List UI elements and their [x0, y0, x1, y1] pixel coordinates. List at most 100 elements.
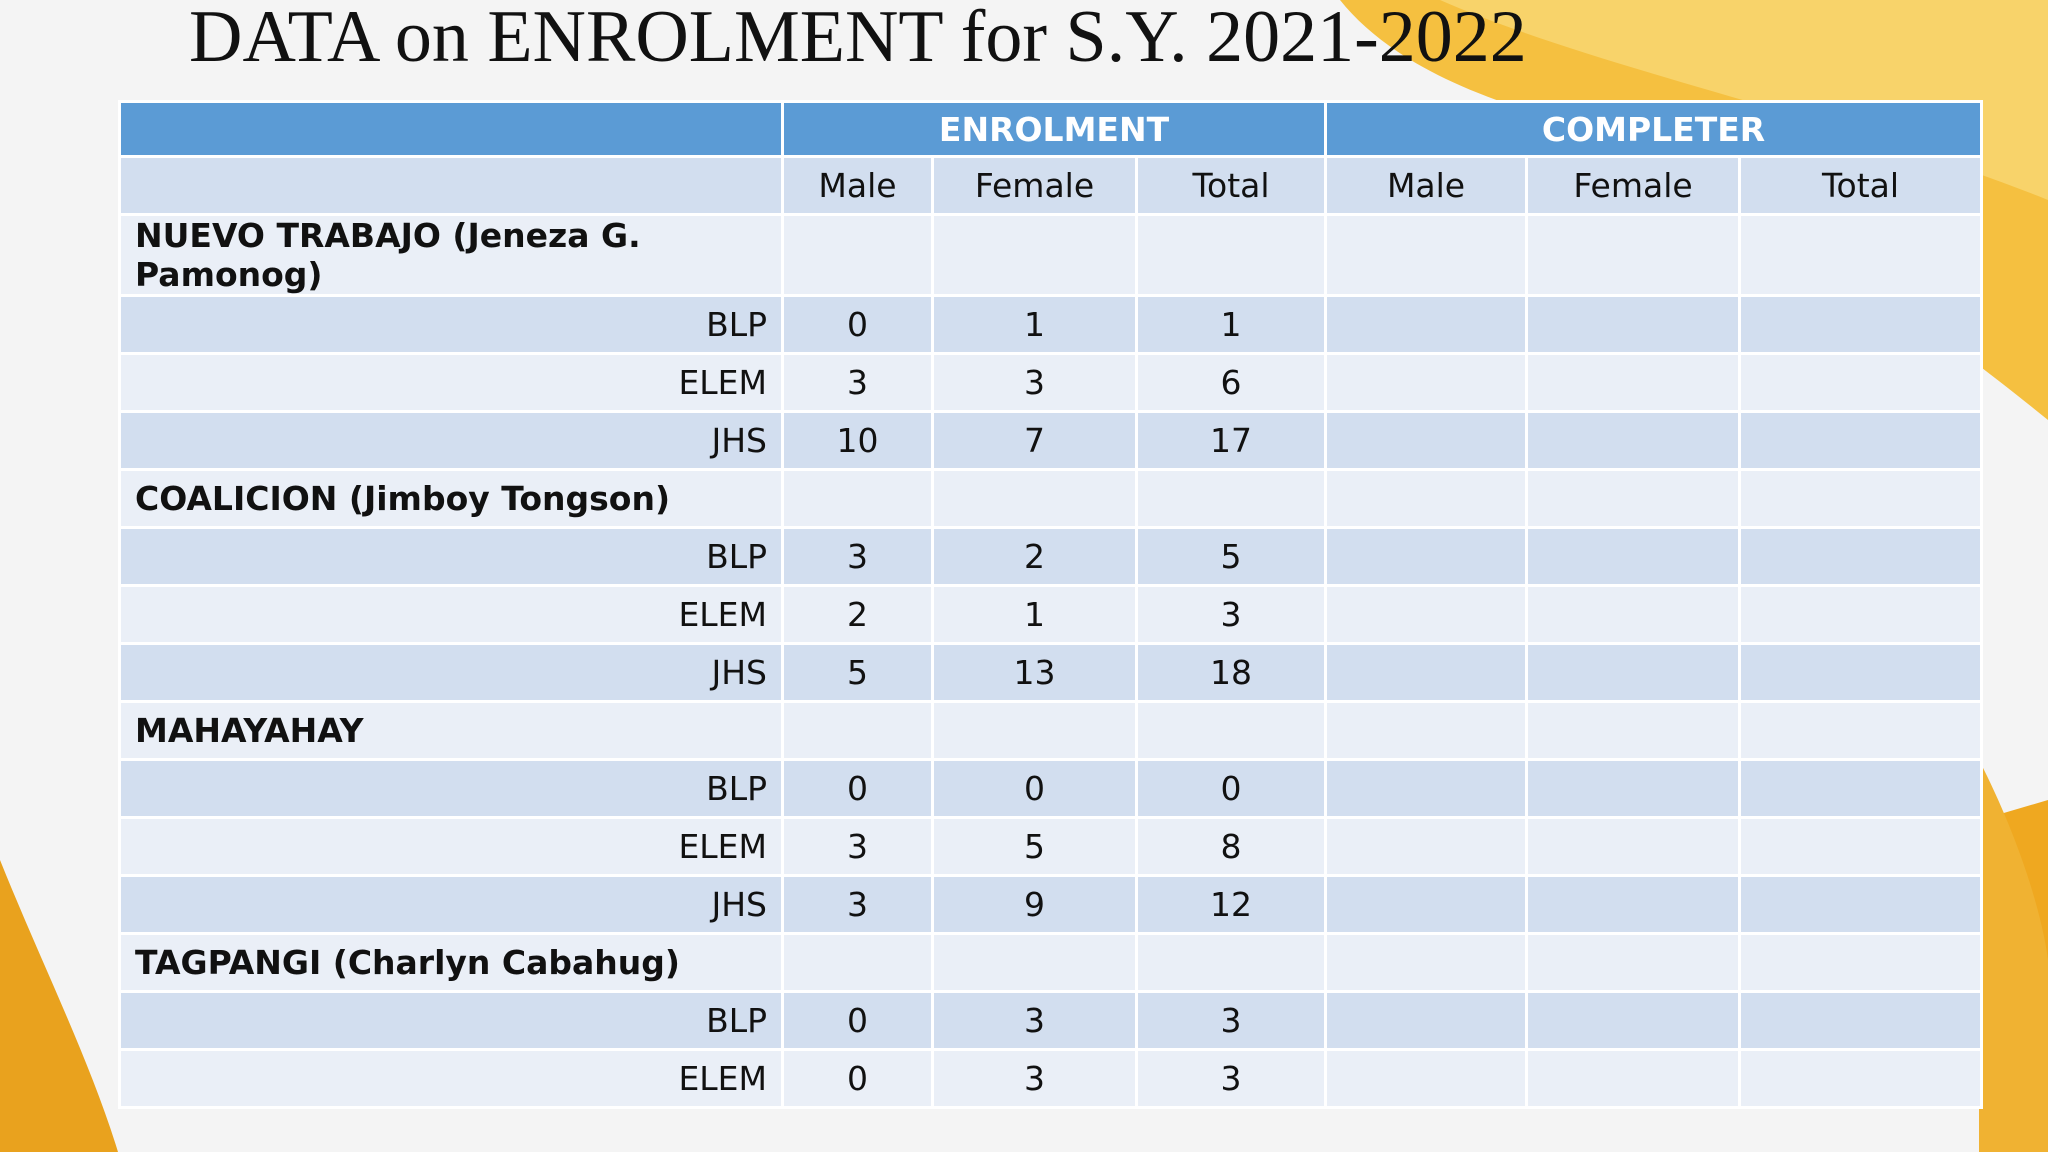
data-row: BLP 0 3 3 — [118, 990, 1984, 1051]
data-row: ELEM 2 1 3 — [118, 584, 1984, 645]
empty-cell — [1324, 990, 1529, 1051]
level-label: ELEM — [118, 1048, 784, 1109]
empty-cell — [1525, 294, 1742, 355]
empty-cell — [1134, 468, 1328, 529]
empty-cell — [931, 932, 1138, 993]
data-row: BLP 0 1 1 — [118, 294, 1984, 355]
level-label: JHS — [118, 874, 784, 935]
empty-cell — [1324, 294, 1529, 355]
table-body: ENROLMENT COMPLETER Male Female Total Male Fem… — [118, 100, 1984, 1109]
value-cell: 1 — [931, 584, 1138, 645]
value-cell: 3 — [781, 352, 934, 413]
section-row: COALICION (Jimboy Tongson) — [118, 468, 1984, 529]
empty-cell — [1134, 700, 1328, 761]
empty-cell — [1525, 526, 1742, 587]
value-cell: 0 — [781, 758, 934, 819]
empty-cell — [931, 700, 1138, 761]
value-cell: 18 — [1134, 642, 1328, 703]
section-row: NUEVO TRABAJO (Jeneza G. Pamonog) — [118, 213, 1984, 297]
value-cell: 3 — [931, 990, 1138, 1051]
empty-cell — [1738, 758, 1984, 819]
group-header: COMPLETER — [1324, 100, 1984, 158]
level-label: BLP — [118, 990, 784, 1051]
slide-title: DATA on ENROLMENT for S.Y. 2021-2022 — [189, 0, 1527, 78]
empty-cell — [781, 468, 934, 529]
section-row: TAGPANGI (Charlyn Cabahug) — [118, 932, 1984, 993]
empty-cell — [781, 213, 934, 297]
value-cell: 13 — [931, 642, 1138, 703]
empty-cell — [1134, 213, 1328, 297]
empty-cell — [1324, 584, 1529, 645]
level-label: BLP — [118, 758, 784, 819]
sub-header: Male — [1324, 155, 1529, 216]
value-cell: 3 — [1134, 584, 1328, 645]
empty-cell — [1738, 352, 1984, 413]
empty-cell — [1525, 584, 1742, 645]
empty-cell — [1738, 932, 1984, 993]
section-name: COALICION (Jimboy Tongson) — [118, 468, 784, 529]
level-label: BLP — [118, 526, 784, 587]
sub-header: Total — [1134, 155, 1328, 216]
group-header-row: ENROLMENT COMPLETER — [118, 100, 1984, 158]
empty-cell — [1324, 758, 1529, 819]
empty-cell — [1324, 932, 1529, 993]
sub-header: Male — [781, 155, 934, 216]
swirl — [1440, 0, 2048, 200]
data-row: ELEM 3 5 8 — [118, 816, 1984, 877]
empty-cell — [1324, 816, 1529, 877]
empty-cell — [1324, 213, 1529, 297]
data-row: BLP 0 0 0 — [118, 758, 1984, 819]
value-cell: 9 — [931, 874, 1138, 935]
value-cell: 1 — [1134, 294, 1328, 355]
empty-cell — [1525, 352, 1742, 413]
section-name: MAHAYAHAY — [118, 700, 784, 761]
value-cell: 0 — [781, 294, 934, 355]
data-row: JHS 10 7 17 — [118, 410, 1984, 471]
section-name: NUEVO TRABAJO (Jeneza G. Pamonog) — [118, 213, 784, 297]
value-cell: 6 — [1134, 352, 1328, 413]
value-cell: 3 — [781, 874, 934, 935]
value-cell: 2 — [781, 584, 934, 645]
empty-cell — [1525, 213, 1742, 297]
empty-cell — [931, 468, 1138, 529]
empty-cell — [1738, 990, 1984, 1051]
empty-cell — [1525, 642, 1742, 703]
empty-cell — [1738, 700, 1984, 761]
sub-header-row: Male Female Total Male Female Total — [118, 155, 1984, 216]
value-cell: 0 — [781, 990, 934, 1051]
value-cell: 3 — [1134, 990, 1328, 1051]
data-row: ELEM 3 3 6 — [118, 352, 1984, 413]
empty-cell — [1525, 990, 1742, 1051]
empty-cell — [1134, 932, 1328, 993]
empty-cell — [1324, 468, 1529, 529]
empty-cell — [1738, 642, 1984, 703]
value-cell: 10 — [781, 410, 934, 471]
empty-cell — [1525, 932, 1742, 993]
header-cell — [118, 155, 784, 216]
value-cell: 12 — [1134, 874, 1328, 935]
empty-cell — [1738, 1048, 1984, 1109]
empty-cell — [1525, 758, 1742, 819]
value-cell: 0 — [1134, 758, 1328, 819]
empty-cell — [1738, 468, 1984, 529]
value-cell: 7 — [931, 410, 1138, 471]
empty-cell — [1738, 213, 1984, 297]
value-cell: 3 — [781, 816, 934, 877]
level-label: ELEM — [118, 816, 784, 877]
empty-cell — [1525, 874, 1742, 935]
value-cell: 8 — [1134, 816, 1328, 877]
empty-cell — [1324, 874, 1529, 935]
value-cell: 0 — [931, 758, 1138, 819]
value-cell: 3 — [1134, 1048, 1328, 1109]
empty-cell — [1525, 700, 1742, 761]
empty-cell — [1324, 642, 1529, 703]
swirl — [1979, 760, 2048, 1152]
sub-header: Female — [931, 155, 1138, 216]
empty-cell — [1525, 816, 1742, 877]
empty-cell — [1738, 526, 1984, 587]
value-cell: 3 — [931, 1048, 1138, 1109]
empty-cell — [1324, 526, 1529, 587]
enrolment-table: ENROLMENT COMPLETER Male Female Total Male Fem… — [118, 100, 1984, 1109]
header-cell — [118, 100, 784, 158]
